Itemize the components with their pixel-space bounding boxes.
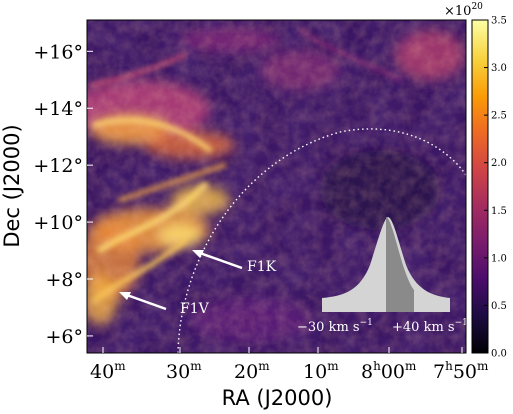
inset-profile-band bbox=[386, 217, 414, 312]
annotation-f1v: F1V bbox=[119, 292, 210, 317]
annotation-label-f1k: F1K bbox=[247, 259, 277, 275]
x-tick-label: 40m bbox=[90, 359, 126, 383]
inset-label-left: −30 km s−1 bbox=[297, 318, 373, 335]
colorbar-tick-label: 1.0 bbox=[491, 253, 507, 264]
x-tick-label: 30m bbox=[166, 359, 202, 383]
colorbar: 0.0 0.5 1.0 1.5 2.0 2.5 3.0 3.5 ×1020 bbox=[444, 2, 507, 360]
x-tick-label: 10m bbox=[303, 359, 339, 383]
y-tick-label: +16° bbox=[33, 41, 83, 63]
x-tick-label: 20m bbox=[234, 359, 270, 383]
y-axis: +6° +8° +10° +12° +14° +16° bbox=[33, 41, 93, 348]
x-tick-label: 7h50m bbox=[433, 359, 489, 383]
colorbar-tick: 3.5 bbox=[484, 16, 507, 27]
y-tick: +16° bbox=[33, 41, 93, 63]
colorbar-tick: 3.0 bbox=[484, 63, 507, 74]
colorbar-multiplier: ×1020 bbox=[444, 2, 483, 19]
x-tick-30m: 30m bbox=[166, 347, 202, 383]
x-axis-label: RA (J2000) bbox=[222, 386, 333, 410]
colorbar-gradient bbox=[471, 19, 489, 354]
x-tick-7h50m: 7h50m bbox=[433, 347, 489, 383]
x-tick-10m: 10m bbox=[303, 347, 339, 383]
colorbar-tick: 0.5 bbox=[484, 301, 507, 312]
y-tick-label: +8° bbox=[45, 269, 83, 291]
y-axis-label: Dec (J2000) bbox=[0, 124, 24, 247]
y-tick: +8° bbox=[45, 269, 93, 291]
y-tick-label: +10° bbox=[33, 212, 83, 234]
colorbar-tick-label: 2.5 bbox=[491, 111, 507, 122]
colorbar-tick-label: 0.0 bbox=[491, 349, 507, 360]
y-tick: +6° bbox=[45, 326, 93, 348]
colorbar-tick-label: 2.0 bbox=[491, 158, 507, 169]
colorbar-tick: 1.0 bbox=[484, 253, 507, 264]
colorbar-tick-label: 0.5 bbox=[491, 301, 507, 312]
y-tick-label: +12° bbox=[33, 155, 83, 177]
colorbar-tick: 2.5 bbox=[484, 111, 507, 122]
arrow-f1k bbox=[196, 250, 243, 270]
arrowhead-f1k bbox=[192, 250, 204, 258]
inset-label-right: +40 km s−1 bbox=[392, 318, 468, 335]
plot-frame bbox=[86, 19, 467, 354]
x-tick-label: 8h00m bbox=[361, 359, 417, 383]
y-tick: +10° bbox=[33, 212, 93, 234]
colorbar-tick: 0.0 bbox=[484, 349, 507, 360]
colorbar-ticks: 0.0 0.5 1.0 1.5 2.0 2.5 3.0 3.5 bbox=[484, 16, 507, 360]
annotation-label-f1v: F1V bbox=[180, 301, 210, 317]
colorbar-tick: 2.0 bbox=[484, 158, 507, 169]
x-tick-20m: 20m bbox=[234, 347, 270, 383]
colorbar-tick-label: 3.5 bbox=[491, 16, 507, 27]
annotation-f1k: F1K bbox=[192, 250, 277, 275]
x-axis: 40m 30m 20m 10m 8h00m 7h50m bbox=[90, 347, 489, 383]
colorbar-tick-label: 1.5 bbox=[491, 206, 507, 217]
colorbar-tick-label: 3.0 bbox=[491, 63, 507, 74]
arrowhead-f1v bbox=[119, 292, 131, 300]
y-tick-label: +14° bbox=[33, 98, 83, 120]
velocity-inset: −30 km s−1 +40 km s−1 bbox=[297, 217, 468, 335]
arrow-f1v bbox=[123, 292, 167, 311]
colorbar-tick: 1.5 bbox=[484, 206, 507, 217]
y-tick-label: +6° bbox=[45, 326, 83, 348]
y-tick: +14° bbox=[33, 98, 93, 120]
x-tick-40m: 40m bbox=[90, 347, 126, 383]
y-tick: +12° bbox=[33, 155, 93, 177]
x-tick-8h00m: 8h00m bbox=[361, 347, 417, 383]
